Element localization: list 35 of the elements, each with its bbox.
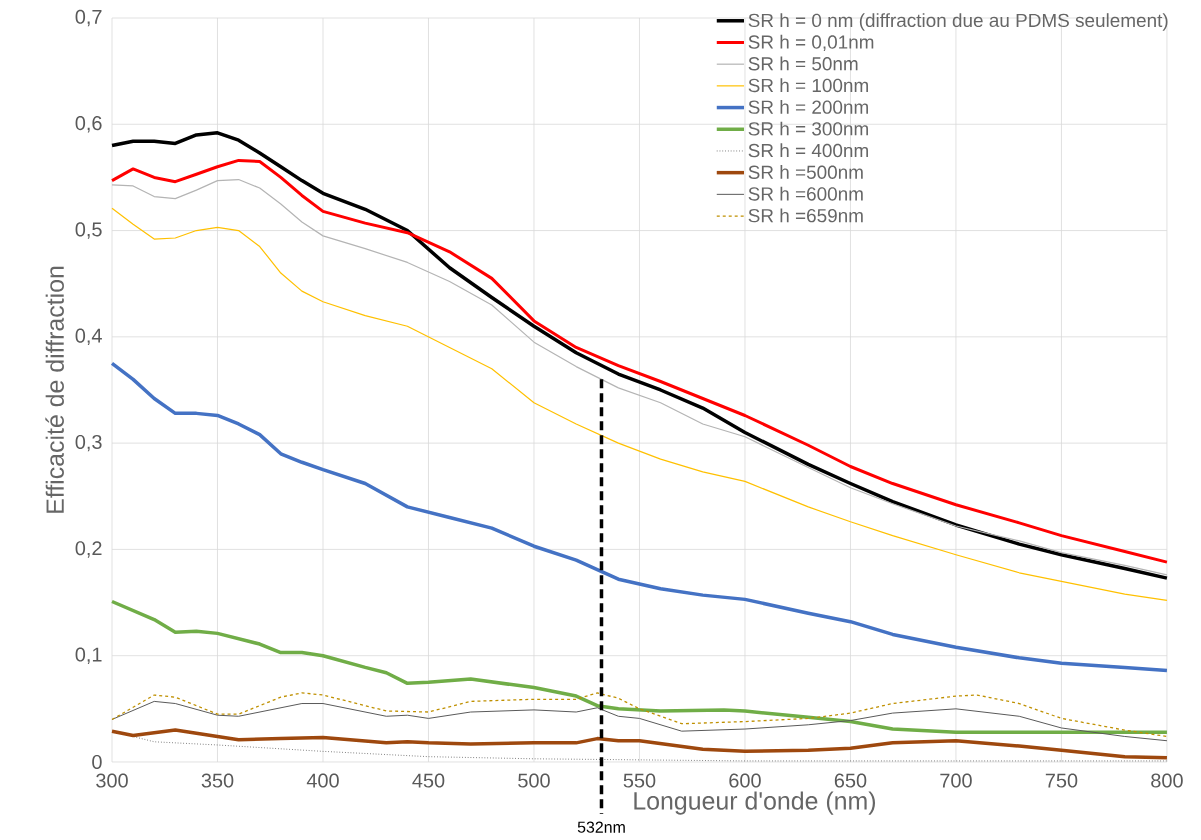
x-tick-label: 750	[1045, 773, 1078, 788]
x-tick-label: 650	[834, 773, 867, 788]
legend-label: SR h =500nm	[748, 165, 863, 179]
y-tick-label: 0	[92, 754, 102, 770]
y-axis-title: Efficacité de diffraction	[45, 266, 64, 513]
x-tick-label: 700	[940, 773, 972, 788]
legend-label: SR h = 100nm	[748, 78, 868, 93]
line-series	[110, 361, 1169, 673]
y-tick-label: 0,5	[75, 222, 102, 239]
legend-label: SR h =600nm	[748, 186, 863, 201]
x-tick-label: 500	[518, 773, 550, 788]
x-tick-label: 600	[729, 773, 761, 788]
x-tick-label: 450	[412, 773, 445, 788]
legend-label: SR h = 0,01nm	[748, 34, 874, 52]
legend-label: SR h = 200nm	[748, 99, 868, 114]
legend-label: SR h = 300nm	[748, 121, 868, 136]
x-tick-label: 550	[623, 773, 656, 788]
legend-label: SR h =659nm	[748, 208, 863, 223]
legend-label: SR h = 400nm	[748, 143, 868, 158]
x-tick-label: 300	[96, 773, 128, 788]
y-tick-label: 0,7	[75, 9, 102, 27]
legend-label: SR h = 0 nm (diffraction due au PDMS seulement)	[748, 13, 1168, 31]
legend-label: SR h = 50nm	[748, 56, 858, 71]
y-tick-label: 0,6	[75, 116, 102, 133]
y-tick-label: 0,4	[75, 328, 102, 346]
x-tick-label: 400	[306, 773, 339, 788]
y-tick-label: 0,2	[75, 541, 102, 558]
ref-line-label: 532nm	[577, 821, 625, 833]
x-axis-title: Longueur d'onde (nm)	[634, 791, 876, 815]
x-tick-label: 350	[201, 773, 234, 788]
y-tick-label: 0,3	[75, 434, 102, 452]
line-series	[111, 700, 1168, 742]
line-series	[111, 692, 1168, 738]
x-tick-label: 800	[1151, 773, 1183, 788]
y-tick-label: 0,1	[75, 647, 102, 664]
